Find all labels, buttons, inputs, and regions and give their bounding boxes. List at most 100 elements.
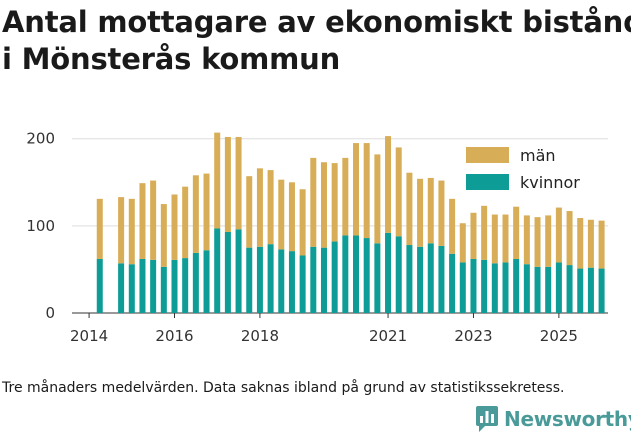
bar-kvinnor [523, 264, 530, 313]
bar-kvinnor [96, 258, 103, 313]
bar-man [288, 182, 295, 252]
chart-title-line-2: i Mönsterås kommun [2, 42, 341, 76]
bar-kvinnor [299, 255, 306, 313]
bar-man [385, 136, 392, 233]
bar-man [320, 162, 327, 248]
bar-man [449, 198, 456, 254]
bar-kvinnor [534, 266, 541, 313]
bar-kvinnor [171, 259, 178, 313]
bar-kvinnor [320, 247, 327, 313]
y-tick-label: 100 [26, 217, 55, 235]
bar-kvinnor [331, 241, 338, 313]
bar-man [491, 214, 498, 264]
bar-kvinnor [139, 258, 146, 313]
bar-man [513, 206, 520, 259]
y-tick-label: 0 [45, 304, 55, 322]
chart-title: Antal mottagare av ekonomiskt bistånd i … [2, 4, 631, 78]
bars [96, 132, 605, 313]
bar-kvinnor [246, 247, 253, 313]
bar-kvinnor [363, 238, 370, 313]
x-axis-ticks: 2014 2016 2018 2021 2023 2025 [70, 313, 578, 345]
bar-kvinnor [481, 259, 488, 313]
bar-kvinnor [288, 251, 295, 313]
bar-kvinnor [438, 245, 445, 313]
bar-man [235, 136, 242, 230]
x-tick-label: 2023 [454, 327, 492, 345]
bar-man [278, 179, 285, 250]
bar-man [374, 154, 381, 244]
bar-man [128, 198, 135, 265]
bar-man [502, 214, 509, 263]
bar-man [139, 183, 146, 259]
bar-kvinnor [577, 268, 584, 313]
bar-kvinnor [203, 250, 210, 313]
bar-man [481, 205, 488, 260]
bar-man [406, 172, 413, 246]
legend: män kvinnor [466, 146, 580, 192]
bar-man [203, 173, 210, 251]
bar-kvinnor [160, 266, 167, 313]
bar-man [342, 157, 349, 236]
bar-kvinnor [182, 258, 189, 313]
x-tick-label: 2018 [241, 327, 279, 345]
bar-man [246, 176, 253, 248]
bar-man [555, 207, 562, 263]
bar-man [534, 217, 541, 267]
bar-man [545, 215, 552, 267]
newsworthy-brand[interactable]: Newsworthy [476, 406, 631, 432]
bar-kvinnor [502, 262, 509, 313]
bar-man [160, 204, 167, 267]
bar-kvinnor [470, 258, 477, 313]
legend-swatch [466, 147, 509, 163]
bar-chart-logo-icon [476, 406, 498, 432]
bar-man [150, 180, 157, 260]
legend-swatch [466, 174, 509, 190]
bar-kvinnor [235, 229, 242, 313]
bar-kvinnor [459, 262, 466, 313]
brand-name: Newsworthy [504, 407, 631, 431]
bar-man [267, 170, 274, 245]
bar-man [214, 132, 221, 229]
bar-kvinnor [417, 246, 424, 313]
x-tick-label: 2025 [540, 327, 578, 345]
bar-kvinnor [427, 243, 434, 313]
footnote: Tre månaders medelvärden. Data saknas ib… [2, 380, 565, 396]
bar-kvinnor [406, 245, 413, 313]
bar-kvinnor [267, 244, 274, 313]
bar-kvinnor [342, 235, 349, 313]
bar-kvinnor [150, 259, 157, 313]
bar-kvinnor [385, 232, 392, 313]
bar-kvinnor [395, 236, 402, 313]
bar-man [598, 220, 605, 269]
bar-kvinnor [310, 246, 317, 313]
bar-kvinnor [566, 265, 573, 313]
bar-man [523, 215, 530, 265]
bar-man [331, 163, 338, 242]
bar-kvinnor [513, 258, 520, 313]
bar-kvinnor [214, 228, 221, 313]
y-tick-label: 200 [26, 130, 55, 148]
bar-kvinnor [374, 243, 381, 313]
bar-kvinnor [598, 268, 605, 313]
bar-kvinnor [491, 263, 498, 313]
bar-kvinnor [118, 263, 125, 313]
bar-man [459, 223, 466, 263]
bar-man [587, 219, 594, 268]
bar-kvinnor [224, 231, 231, 313]
bar-man [577, 218, 584, 269]
bar-kvinnor [353, 235, 360, 313]
bar-kvinnor [278, 249, 285, 313]
legend-label: kvinnor [520, 173, 580, 192]
bar-man [310, 157, 317, 247]
bar-man [417, 178, 424, 247]
bar-man [118, 197, 125, 264]
bar-kvinnor [256, 246, 263, 313]
bar-man [171, 194, 178, 260]
bar-kvinnor [192, 252, 199, 313]
bar-man [224, 136, 231, 232]
stacked-bar-chart: 0 100 200 2014 2016 2018 2021 2023 2025 män kvin… [26, 130, 608, 345]
x-tick-label: 2021 [369, 327, 407, 345]
bar-man [470, 212, 477, 259]
y-axis-ticks: 0 100 200 [26, 130, 55, 322]
bar-man [256, 168, 263, 247]
